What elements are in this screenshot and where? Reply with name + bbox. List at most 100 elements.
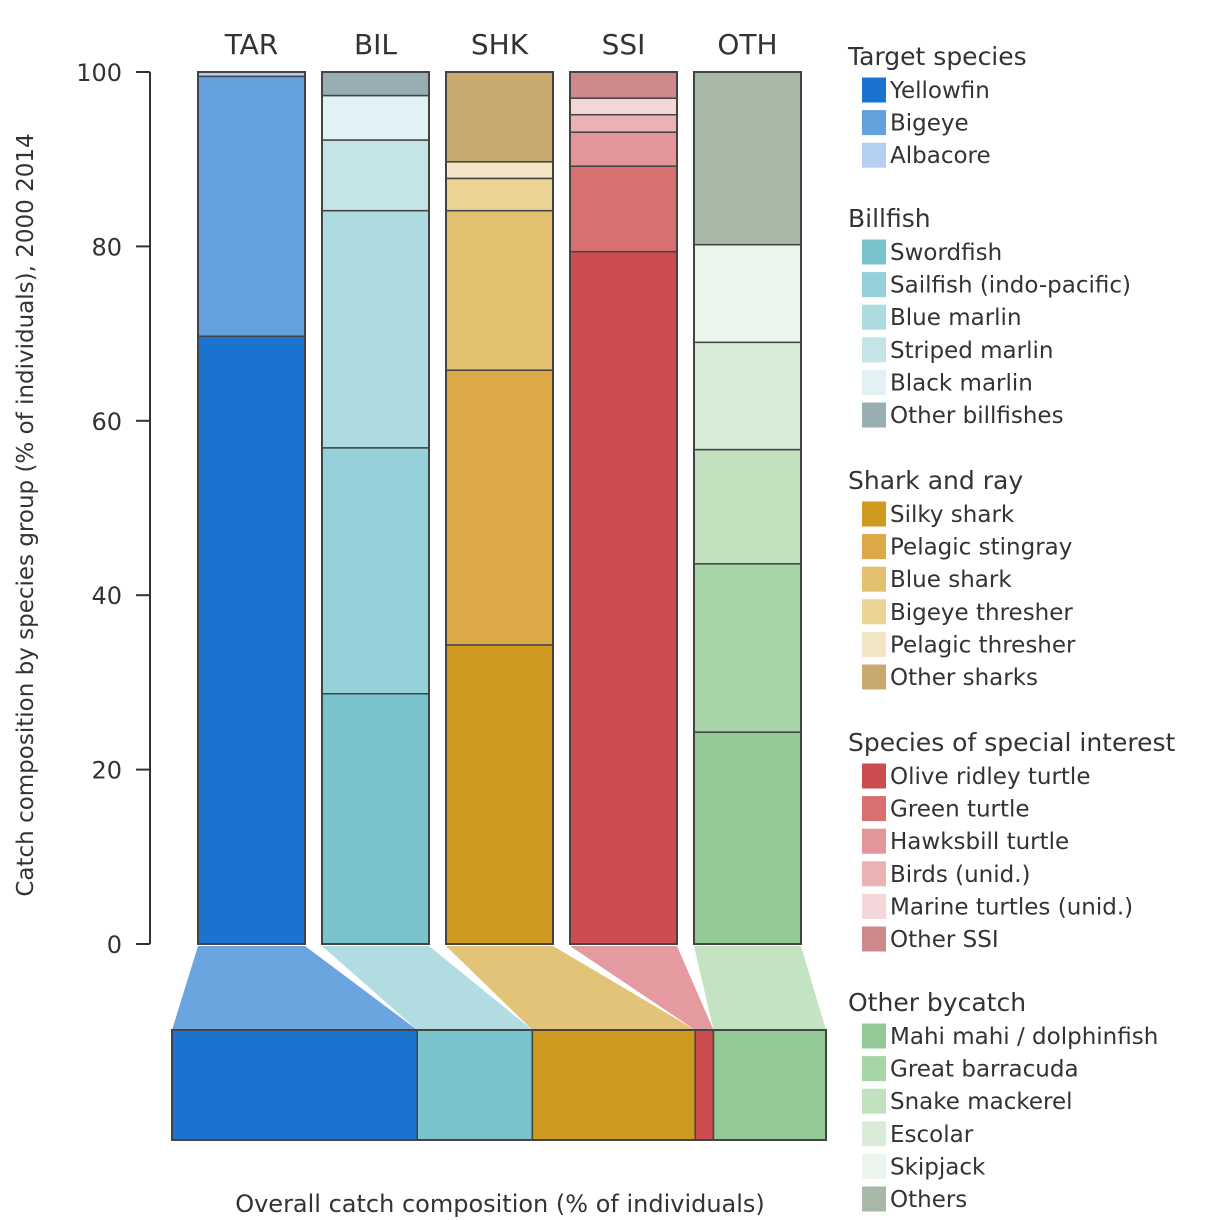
segment-green-turtle — [569, 165, 678, 253]
legend-item-black-marlin: Black marlin — [890, 370, 1033, 396]
legend-item-other-sharks: Other sharks — [890, 665, 1038, 691]
overall-segment-ssi — [694, 1029, 715, 1141]
segment-others — [693, 71, 802, 246]
legend-swatch — [862, 893, 886, 919]
legend-swatch — [862, 337, 886, 363]
legend-item-green-turtle: Green turtle — [890, 797, 1030, 823]
legend-section-shk: Shark and ray Silky shark Pelagic stingray… — [848, 466, 1076, 691]
y-tick-label: 80 — [91, 233, 122, 261]
legend-item-pelagic-thresher: Pelagic thresher — [890, 632, 1076, 658]
legend-item-sailfish-indo-pacific: Sailfish (indo-pacific) — [890, 273, 1131, 299]
segment-great-barracuda — [693, 563, 802, 733]
overall-composition-bar — [171, 1029, 827, 1141]
legend-item-striped-marlin: Striped marlin — [890, 338, 1053, 364]
segment-pelagic-thresher — [445, 161, 554, 180]
category-label-oth: OTH — [717, 28, 777, 61]
legend-item-birds-unid: Birds (unid.) — [890, 862, 1031, 888]
bar-outline — [569, 71, 678, 945]
legend-swatch — [862, 1121, 886, 1147]
legend-item-skipjack: Skipjack — [890, 1154, 986, 1180]
legend-item-pelagic-stingray: Pelagic stingray — [890, 535, 1072, 561]
bar-outline — [321, 71, 430, 945]
y-tick-label: 20 — [91, 757, 122, 785]
legend-item-albacore: Albacore — [890, 143, 991, 169]
legend-item-snake-mackerel: Snake mackerel — [890, 1089, 1073, 1115]
segment-pelagic-stingray — [445, 369, 554, 646]
legend-swatch — [862, 1186, 886, 1212]
segment-skipjack — [693, 243, 802, 344]
y-axis: 0 20 40 60 80 100 — [76, 59, 151, 959]
segment-bigeye-thresher — [445, 177, 554, 212]
legend-item-silky-shark: Silky shark — [890, 502, 1015, 528]
legend-item-hawksbill-turtle: Hawksbill turtle — [890, 829, 1069, 855]
category-label-ssi: SSI — [602, 28, 646, 61]
legend-swatch — [862, 861, 886, 887]
legend-item-mahi-mahi-dolphinfish: Mahi mahi / dolphinfish — [890, 1024, 1158, 1050]
legend-swatch — [862, 1153, 886, 1179]
legend-item-other-ssi: Other SSI — [890, 927, 999, 953]
segment-sailfish-indo-pacific — [321, 447, 430, 695]
legend-item-other-billfishes: Other billfishes — [890, 403, 1064, 429]
legend-swatch — [862, 763, 886, 789]
y-tick-label: 100 — [76, 59, 122, 87]
category-label-tar: TAR — [224, 28, 279, 61]
segment-striped-marlin — [321, 139, 430, 212]
legend-section-ssi: Species of special interest Olive ridley … — [848, 728, 1175, 953]
legend-swatch — [862, 142, 886, 168]
category-label-shk: SHK — [471, 28, 529, 61]
y-tick-label: 40 — [91, 582, 122, 610]
legend-swatch — [862, 1056, 886, 1082]
legend-swatch — [862, 77, 886, 103]
legend-swatch — [862, 796, 886, 822]
segment-mahi-mahi-dolphinfish — [693, 731, 802, 945]
legend-item-olive-ridley-turtle: Olive ridley turtle — [890, 764, 1090, 790]
legend-item-others: Others — [890, 1187, 967, 1213]
segment-blue-marlin — [321, 209, 430, 449]
bar-shk — [445, 71, 554, 945]
segment-birds-unid — [569, 113, 678, 133]
bar-outline — [693, 71, 802, 945]
overall-segment-oth — [712, 1029, 827, 1141]
legend-item-bigeye-thresher: Bigeye thresher — [890, 600, 1073, 626]
segment-silky-shark — [445, 644, 554, 945]
legend-item-swordfish: Swordfish — [890, 240, 1002, 266]
segment-olive-ridley-turtle — [569, 250, 678, 945]
funnel-ssi — [570, 946, 714, 1030]
bar-outline — [445, 71, 554, 945]
funnel-bil — [322, 946, 533, 1030]
overall-segment-bil — [416, 1029, 534, 1141]
stacked-bars — [197, 71, 802, 945]
segment-bigeye — [197, 75, 306, 337]
legend-swatch — [862, 1023, 886, 1049]
legend-swatch — [862, 566, 886, 592]
legend-swatch — [862, 599, 886, 625]
legend-swatch — [862, 369, 886, 395]
legend-item-marine-turtles-unid: Marine turtles (unid.) — [890, 894, 1133, 920]
legend-swatch — [862, 272, 886, 298]
segment-snake-mackerel — [693, 448, 802, 565]
segment-blue-shark — [445, 209, 554, 371]
x-axis-title: Overall catch composition (% of individu… — [235, 1190, 765, 1218]
category-label-bil: BIL — [354, 28, 397, 61]
overall-segment-tar — [171, 1029, 418, 1141]
legend-swatch — [862, 501, 886, 527]
legend-swatch — [862, 828, 886, 854]
legend-item-great-barracuda: Great barracuda — [890, 1057, 1079, 1083]
legend-swatch — [862, 239, 886, 265]
segment-other-ssi — [569, 71, 678, 99]
legend-swatch — [862, 402, 886, 428]
bar-bil — [321, 71, 430, 945]
category-labels: TAR BIL SHK SSI OTH — [224, 28, 778, 61]
legend-heading: Billfish — [848, 204, 931, 233]
segment-escolar — [693, 341, 802, 451]
segment-black-marlin — [321, 94, 430, 141]
y-tick-label: 60 — [91, 408, 122, 436]
legend-item-yellowfin: Yellowfin — [889, 78, 990, 104]
segment-marine-turtles-unid — [569, 97, 678, 116]
legend-item-blue-marlin: Blue marlin — [890, 305, 1022, 331]
legend-item-bigeye: Bigeye — [890, 111, 969, 137]
overall-segment-shk — [531, 1029, 696, 1141]
legend-swatch — [862, 110, 886, 136]
legend-swatch — [862, 926, 886, 952]
